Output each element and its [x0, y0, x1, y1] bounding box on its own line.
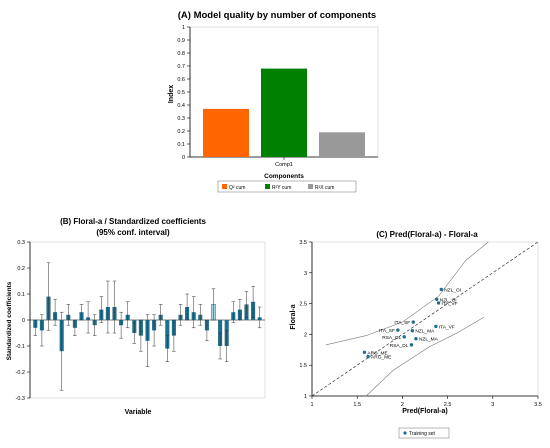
- chart-a-legend-label: Q² cum: [229, 185, 245, 191]
- chart-c-point-label: RSA_DL: [390, 343, 409, 349]
- chart-a-y-tick-label: 0: [182, 155, 185, 161]
- chart-c-legend-box: [398, 427, 450, 439]
- chart-c-panel: (C) Pred(Floral-a) - Floral-a Floral-a P…: [285, 213, 550, 443]
- chart-c-point-label: ITA_SF: [394, 320, 410, 326]
- chart-c-y-axis-label: Floral-a: [290, 304, 297, 329]
- chart-c-point-label: ARG_ME: [367, 350, 387, 356]
- chart-a-bar: [319, 132, 365, 157]
- chart-a-bar: [203, 108, 249, 157]
- chart-b-y-tick-label: 0.1: [17, 292, 25, 298]
- chart-a-legend-label: R²Y cum: [272, 185, 291, 191]
- chart-a-panel: (A) Model quality by number of component…: [0, 0, 550, 200]
- chart-c-x-tick-label: 1: [310, 402, 313, 408]
- chart-c-title: (C) Pred(Floral-a) - Floral-a: [376, 230, 478, 239]
- chart-a-y-tick-label: 0.4: [177, 103, 185, 109]
- chart-b-y-tick-label: 0.2: [17, 266, 25, 272]
- chart-a-y-tick-label: 0.5: [177, 90, 185, 96]
- chart-c-point: [436, 301, 441, 305]
- chart-a-y-tick-label: 0.9: [177, 38, 185, 44]
- chart-a-title: (A) Model quality by number of component…: [178, 10, 376, 21]
- chart-a-y-tick-label: 0.1: [177, 142, 185, 148]
- chart-b-y-axis-label: Standardized coefficients: [6, 281, 13, 360]
- chart-c-point-label: ITA_SF: [379, 328, 395, 334]
- chart-b-y-tick-label: 0.3: [17, 240, 25, 246]
- chart-b-bar: [165, 320, 170, 349]
- chart-c-point-label: NZL_MA: [419, 337, 439, 343]
- chart-a-bar: [261, 68, 307, 157]
- chart-b-title: (B) Floral-a / Standardized coefficients: [60, 217, 206, 226]
- chart-a-y-tick-label: 0.2: [177, 129, 185, 135]
- chart-c-y-tick-label: 2: [304, 332, 307, 338]
- chart-c-x-tick-label: 3: [491, 402, 494, 408]
- chart-c-point: [410, 329, 415, 333]
- chart-b-x-axis-label: Variable: [125, 409, 152, 416]
- chart-c-point: [409, 343, 414, 347]
- chart-c-legend-label: Training set: [409, 431, 436, 437]
- chart-c-point: [414, 337, 418, 341]
- chart-a-legend-box: [217, 180, 357, 193]
- chart-c-point: [435, 297, 439, 301]
- chart-c-point-label: ITA_VF: [442, 301, 458, 307]
- chart-c-point: [402, 335, 406, 339]
- chart-c-point-label: ITA_VF: [439, 324, 455, 330]
- chart-c-x-tick-label: 3.5: [534, 402, 542, 408]
- chart-a-legend-swatch: [222, 184, 227, 189]
- chart-c-x-tick-label: 1.5: [353, 402, 361, 408]
- chart-c-point: [434, 324, 438, 329]
- chart-c-y-tick-label: 3.5: [299, 240, 307, 246]
- standardized-coefficients-chart: (B) Floral-a / Standardized coefficients…: [6, 217, 266, 416]
- chart-c-x-tick-label: 2: [401, 402, 404, 408]
- chart-c-legend-marker: [403, 431, 407, 435]
- chart-c-point: [439, 287, 443, 292]
- chart-a-y-tick-label: 1: [182, 25, 185, 31]
- chart-a-y-tick-label: 0.3: [177, 116, 185, 122]
- chart-c-lower-confidence-curve: [365, 316, 484, 397]
- chart-c-point: [366, 354, 370, 359]
- chart-c-point: [396, 328, 400, 332]
- chart-c-x-tick-label: 2.5: [444, 402, 452, 408]
- chart-c-point-label: NZL_OI: [444, 287, 461, 293]
- chart-a-y-tick-label: 0.8: [177, 51, 185, 57]
- chart-c-identity-line: [311, 241, 539, 397]
- chart-c-y-tick-label: 2.5: [299, 302, 307, 308]
- chart-a-y-tick-label: 0.7: [177, 64, 185, 70]
- chart-c-point-label: ARG_ME: [371, 355, 391, 361]
- chart-a-x-tick-label: Comp1: [275, 162, 293, 168]
- chart-a-legend-swatch: [265, 184, 270, 189]
- chart-a-y-tick-label: 0.6: [177, 77, 185, 83]
- chart-b-y-tick-label: -0.2: [16, 370, 25, 376]
- chart-c-y-tick-label: 3: [304, 271, 307, 277]
- chart-c-upper-confidence-curve: [325, 241, 489, 346]
- chart-c-point-label: NZL_OI: [440, 297, 457, 303]
- chart-a-legend-label: R²X cum: [315, 185, 334, 191]
- chart-a-x-axis-label: Components: [264, 173, 304, 180]
- chart-c-point-label: NZL_MA: [415, 329, 435, 335]
- chart-c-point-label: RSA_OL: [382, 335, 401, 341]
- chart-a-legend-swatch: [308, 184, 313, 189]
- chart-b-panel: (B) Floral-a / Standardized coefficients…: [0, 213, 285, 443]
- chart-c-point: [362, 350, 367, 354]
- chart-b-y-tick-label: -0.3: [16, 396, 25, 402]
- chart-c-point: [411, 320, 415, 324]
- chart-c-x-axis-label: Pred(Floral-a): [402, 408, 448, 415]
- chart-c-y-tick-label: 1: [304, 394, 307, 400]
- chart-c-y-tick-label: 1.5: [299, 363, 307, 369]
- model-quality-chart: (A) Model quality by number of component…: [168, 10, 379, 193]
- prediction-scatter-chart: (C) Pred(Floral-a) - Floral-a Floral-a P…: [290, 230, 542, 439]
- chart-b-subtitle: (95% conf. interval): [96, 228, 170, 237]
- chart-b-y-tick-label: 0: [22, 318, 25, 324]
- chart-a-y-axis-label: Index: [168, 85, 175, 103]
- chart-b-y-tick-label: -0.1: [16, 344, 25, 350]
